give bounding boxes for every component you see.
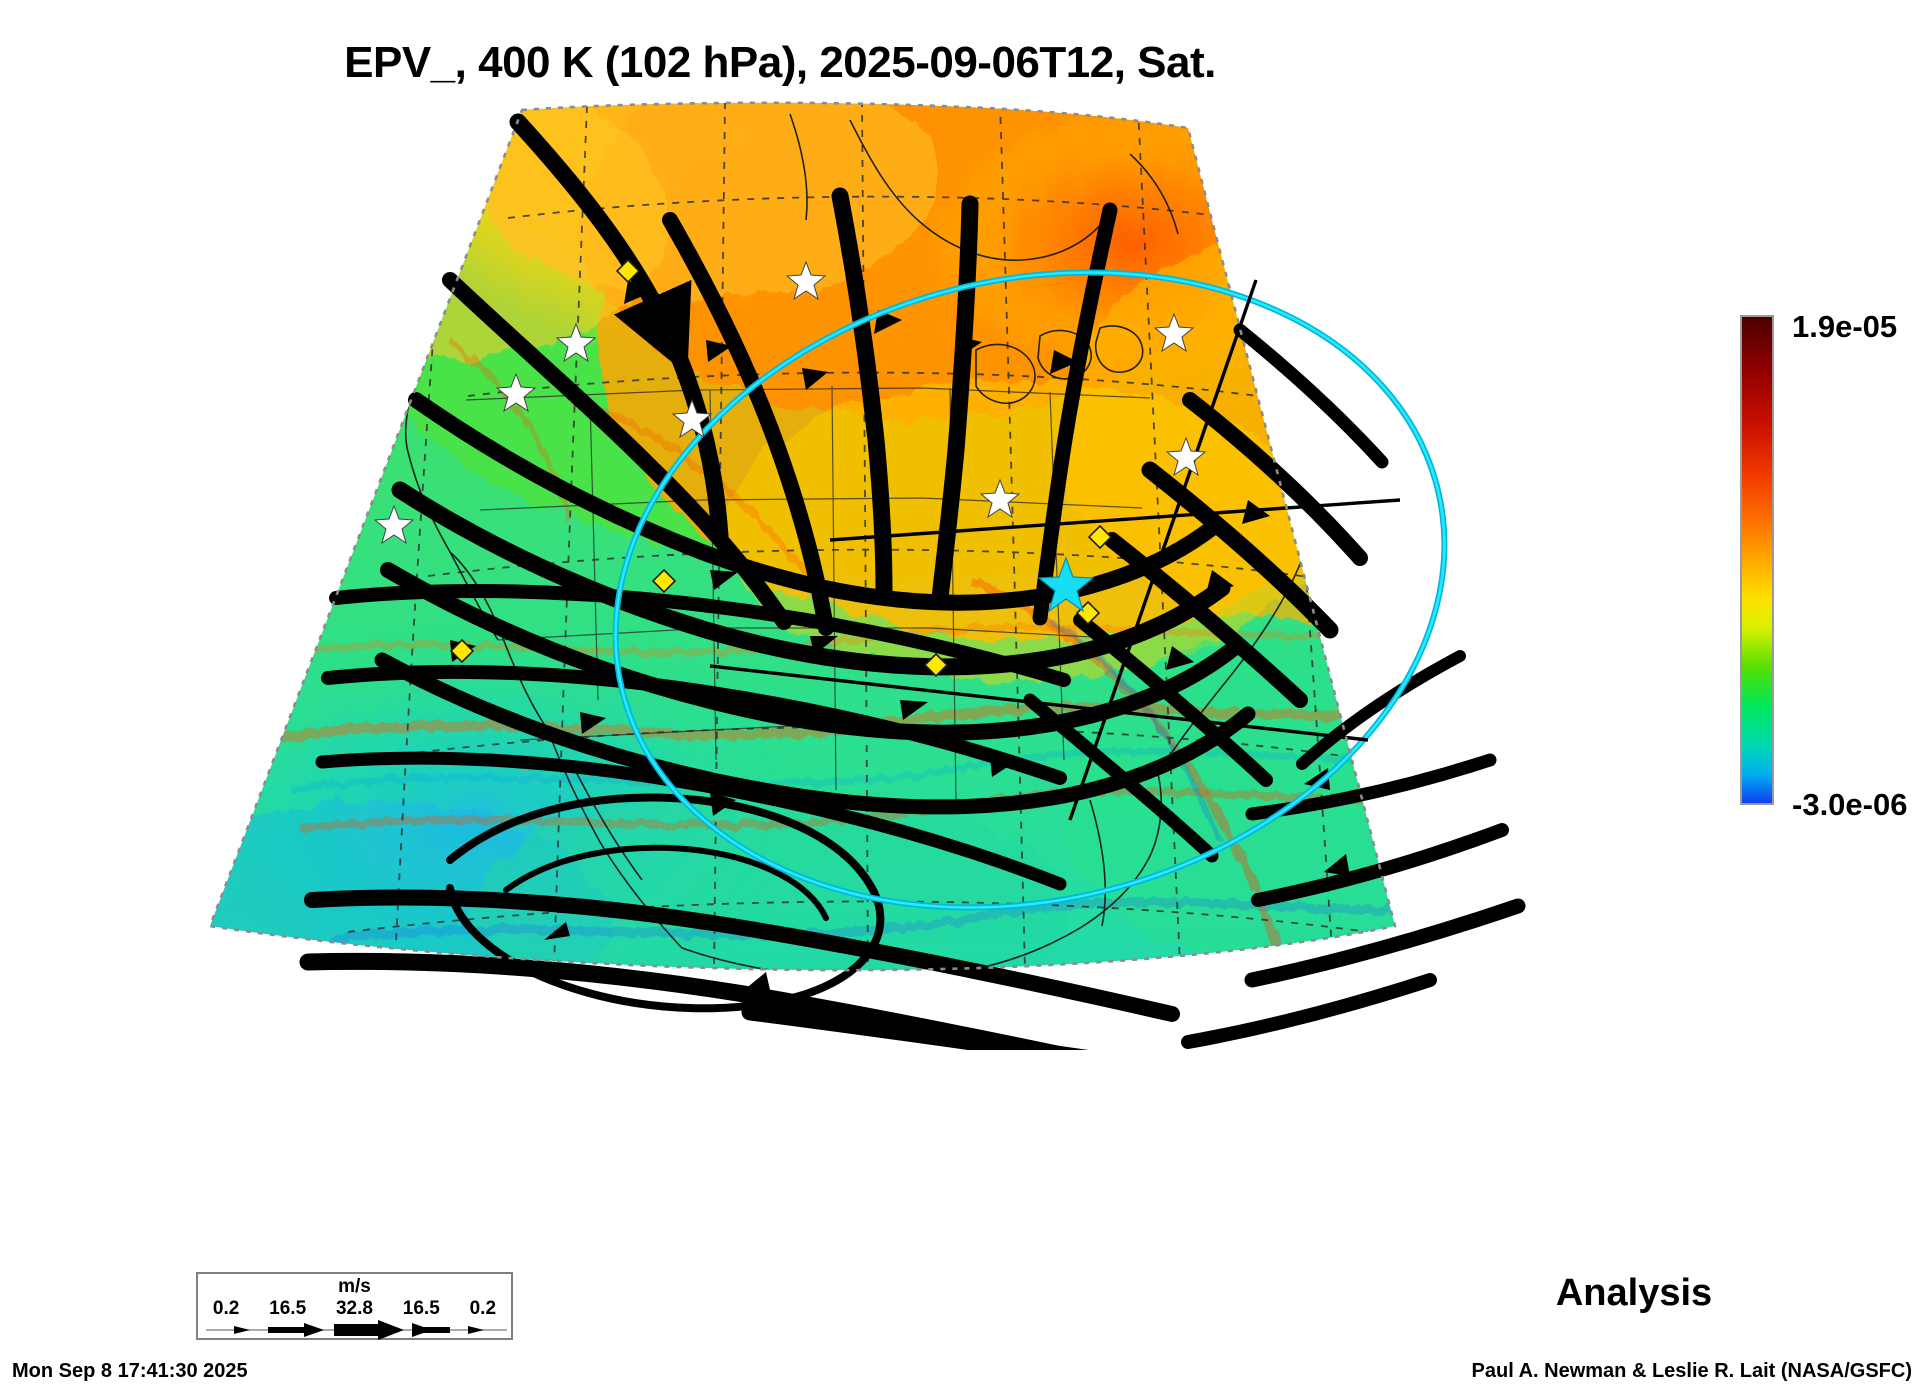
colorbar-min-label: -3.0e-06 — [1792, 787, 1908, 822]
colorbar-max-label: 1.9e-05 — [1792, 309, 1898, 344]
wind-legend-tick: 0.2 — [469, 1298, 497, 1319]
author-credit: Paul A. Newman & Leslie R. Lait (NASA/GS… — [1471, 1360, 1912, 1382]
wind-legend-tick-labels: 0.2 16.5 32.8 16.5 0.2 — [198, 1298, 511, 1320]
wind-legend-tick: 16.5 — [402, 1298, 440, 1319]
station-diamond-icon[interactable] — [449, 258, 1113, 678]
map-boundary — [208, 101, 1397, 972]
wind-legend-tick: 16.5 — [269, 1298, 307, 1319]
wind-legend-tick: 0.2 — [212, 1298, 240, 1319]
wind-speed-legend: m/s 0.2 16.5 32.8 16.5 0.2 — [196, 1272, 513, 1340]
map-panel[interactable] — [150, 100, 1570, 1050]
epv-scalar-field — [210, 102, 1395, 971]
streamline-arrowheads — [450, 280, 1350, 990]
station-star-icon[interactable] — [373, 260, 1207, 545]
map-canvas[interactable] — [150, 100, 1570, 1050]
base-star-icon[interactable] — [1037, 556, 1095, 613]
wind-legend-arrow-scale — [206, 1320, 507, 1340]
wind-streamlines — [299, 113, 1526, 1050]
generation-timestamp: Mon Sep 8 17:41:30 2025 — [12, 1360, 248, 1382]
analysis-label: Analysis — [1555, 1272, 1713, 1314]
flight-track-lines — [709, 279, 1401, 821]
wind-legend-unit-label: m/s — [338, 1276, 371, 1297]
station-markers[interactable] — [373, 258, 1207, 678]
page-title: EPV_, 400 K (102 hPa), 2025-09-06T12, Sa… — [344, 38, 1216, 87]
colorbar-gradient — [1740, 315, 1774, 805]
wind-legend-tick: 32.8 — [335, 1298, 373, 1319]
colorbar: 1.9e-05 -3.0e-06 — [1740, 309, 1926, 822]
flight-range-circle — [612, 269, 1448, 911]
